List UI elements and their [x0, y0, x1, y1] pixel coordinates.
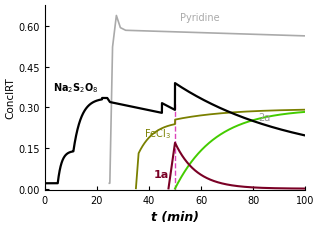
Text: Pyridine: Pyridine — [180, 13, 220, 23]
X-axis label: t (min): t (min) — [151, 210, 199, 224]
Text: 2a: 2a — [258, 112, 271, 122]
Text: 1a: 1a — [154, 169, 169, 179]
Y-axis label: ConclRT: ConclRT — [5, 77, 16, 119]
Text: FeCl$_3$: FeCl$_3$ — [144, 127, 171, 140]
Text: Na$_2$S$_2$O$_8$: Na$_2$S$_2$O$_8$ — [52, 81, 98, 95]
